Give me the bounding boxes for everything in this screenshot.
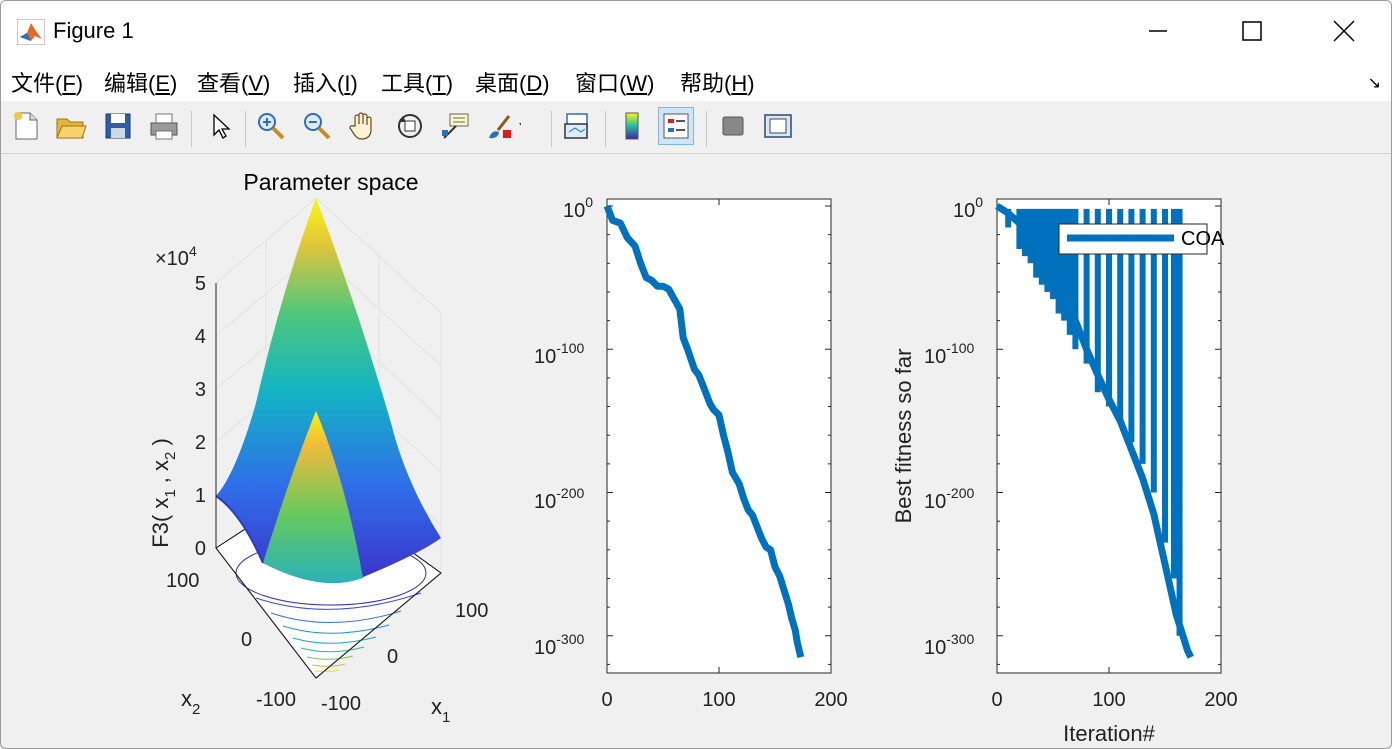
legend-label: COA <box>1181 228 1225 250</box>
x1-tick-labels: 100 0 -100 <box>321 600 488 715</box>
figure-toolbar <box>1 101 1391 154</box>
x2-tick: 100 <box>166 570 199 592</box>
y-tick-labels: 100 10-100 10-200 10-300 <box>924 194 983 659</box>
menu-file[interactable]: 文件(F) <box>11 71 84 96</box>
save-icon[interactable] <box>100 107 136 145</box>
close-icon <box>1333 20 1355 42</box>
menu-desktop[interactable]: 桌面(D) <box>475 71 550 96</box>
zoom-in-icon[interactable] <box>253 107 289 145</box>
menu-help[interactable]: 帮助(H) <box>680 71 755 96</box>
x-axis-label: Iteration# <box>1063 721 1155 746</box>
x1-axis <box>315 572 442 679</box>
z-scale-exponent: ×104 <box>155 243 197 270</box>
tick-marks <box>996 199 1222 673</box>
menu-edit[interactable]: 编辑(E) <box>104 71 178 96</box>
x2-tick: -100 <box>256 689 296 711</box>
maximize-button[interactable] <box>1205 1 1299 61</box>
x-tick: 0 <box>601 689 612 711</box>
y-tick: 10-100 <box>534 340 584 368</box>
contour-lines <box>235 540 427 672</box>
y-tick: 10-200 <box>534 485 584 513</box>
x-tick: 100 <box>702 689 735 711</box>
x2-axis-label: x2 <box>181 686 200 718</box>
x-tick: 200 <box>1204 689 1237 711</box>
menu-view[interactable]: 查看(V) <box>197 71 271 96</box>
toolbar-separator <box>605 111 606 147</box>
close-button[interactable] <box>1297 1 1391 61</box>
zoom-out-icon[interactable] <box>299 107 335 145</box>
z-axis-label: F3( x1 , x2 ) <box>148 438 179 548</box>
y-axis-label: Best fitness so far <box>891 349 916 524</box>
x-tick: 100 <box>1092 689 1125 711</box>
data-cursor-icon[interactable] <box>438 107 474 145</box>
z-tick: 1 <box>195 485 206 507</box>
y-tick: 10-200 <box>924 485 974 513</box>
x-tick-labels: 0 100 200 <box>991 689 1237 711</box>
menu-tools[interactable]: 工具(T) <box>381 71 454 96</box>
surface-plot: Parameter space <box>148 169 488 726</box>
hide-plot-tools-icon[interactable] <box>715 107 751 145</box>
toolbar-separator <box>706 111 707 147</box>
maximize-icon <box>1242 21 1262 41</box>
legend-icon[interactable] <box>658 107 694 145</box>
toolbar-separator <box>191 111 192 147</box>
open-folder-icon[interactable] <box>53 107 89 145</box>
colorbar-icon[interactable] <box>614 107 650 145</box>
rotate-3d-icon[interactable] <box>392 107 428 145</box>
print-icon[interactable] <box>146 107 182 145</box>
z-tick: 5 <box>195 273 206 295</box>
surface-inner-face <box>263 411 363 583</box>
minimize-button[interactable] <box>1111 1 1205 61</box>
matlab-logo-icon <box>17 19 45 45</box>
new-figure-icon[interactable] <box>8 107 44 145</box>
dock-arrow-icon[interactable]: ↘ <box>1367 75 1381 92</box>
link-plot-icon[interactable] <box>559 107 595 145</box>
toolbar-separator <box>551 111 552 147</box>
y-tick-labels: 100 10-100 10-200 10-300 <box>534 194 593 659</box>
y-tick: 100 <box>563 194 593 222</box>
legend-box[interactable]: COA <box>1058 223 1225 255</box>
plot-title: Parameter space <box>243 169 418 195</box>
x-tick: 0 <box>991 689 1002 711</box>
x2-axis <box>215 547 317 679</box>
y-tick: 100 <box>953 194 983 222</box>
menu-insert[interactable]: 插入(I) <box>293 71 358 96</box>
z-tick: 4 <box>195 326 206 348</box>
y-tick: 10-300 <box>924 631 974 659</box>
title-bar: Figure 1 <box>1 1 1391 61</box>
minimize-icon <box>1149 30 1167 32</box>
x1-tick: 100 <box>455 600 488 622</box>
window-title: Figure 1 <box>53 18 134 43</box>
show-plot-tools-icon[interactable] <box>760 107 796 145</box>
convergence-plot: 0 100 200 100 10-100 10-200 10-300 <box>534 194 848 711</box>
x2-tick-labels: 100 0 -100 <box>166 570 296 711</box>
brush-icon[interactable] <box>485 107 521 145</box>
best-fitness-plot: COA 0 100 200 100 10-100 10-200 10-300 I… <box>891 194 1238 746</box>
surface-mesh <box>216 198 441 583</box>
x2-tick: 0 <box>241 629 252 651</box>
toolbar-separator <box>245 111 246 147</box>
figure-axes-svg: Parameter space <box>148 169 1238 746</box>
convergence-line <box>603 204 805 659</box>
x-tick: 200 <box>814 689 847 711</box>
pan-hand-icon[interactable] <box>345 107 381 145</box>
z-tick: 2 <box>195 432 206 454</box>
fitness-envelope-line <box>995 203 1194 659</box>
x1-tick: -100 <box>321 693 361 715</box>
z-tick-labels: 5 4 3 2 1 0 <box>195 273 206 560</box>
z-tick: 3 <box>195 379 206 401</box>
y-tick: 10-100 <box>924 340 974 368</box>
x1-tick: 0 <box>387 646 398 668</box>
menu-bar: 文件(F) 编辑(E) 查看(V) 插入(I) 工具(T) 桌面(D) 窗口(W… <box>1 61 1391 101</box>
pointer-icon[interactable] <box>202 107 238 145</box>
z-tick: 0 <box>195 538 206 560</box>
y-tick: 10-300 <box>534 631 584 659</box>
menu-window[interactable]: 窗口(W) <box>575 71 655 96</box>
x-tick-labels: 0 100 200 <box>601 689 847 711</box>
x1-axis-label: x1 <box>431 694 450 726</box>
figure-canvas: Parameter space <box>1 153 1391 748</box>
